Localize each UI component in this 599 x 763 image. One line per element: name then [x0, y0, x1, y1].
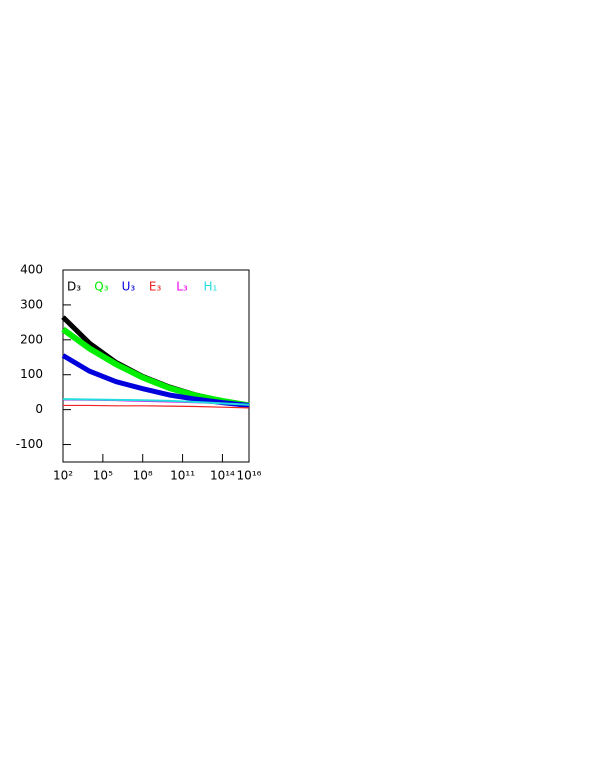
- y-tick-label: -100: [16, 437, 43, 451]
- legend-label: D₃: [67, 280, 81, 294]
- x-tick-label: 10⁵: [93, 469, 113, 483]
- y-tick-label: 200: [20, 332, 43, 346]
- series-line: [63, 404, 250, 409]
- series-line: [61, 353, 250, 408]
- x-tick-label: 10¹¹: [170, 469, 195, 483]
- y-tick-label: 100: [20, 367, 43, 381]
- x-tick-label: 10²: [53, 469, 73, 483]
- series-line: [62, 398, 250, 406]
- y-tick-label: 0: [35, 402, 43, 416]
- legend-label: E₃: [149, 280, 162, 294]
- y-tick-label: 400: [20, 263, 43, 277]
- legend-label: Q₃: [94, 280, 108, 294]
- plot-frame: [62, 269, 250, 463]
- y-tick-label: 300: [20, 297, 43, 311]
- x-tick-label: 10⁸: [133, 469, 153, 483]
- x-tick-label: 10¹⁶: [237, 469, 262, 483]
- legend-label: U₃: [122, 280, 136, 294]
- legend-label: L₃: [176, 280, 188, 294]
- x-tick-label: 10¹⁴: [210, 469, 235, 483]
- legend-label: H₁: [204, 280, 218, 294]
